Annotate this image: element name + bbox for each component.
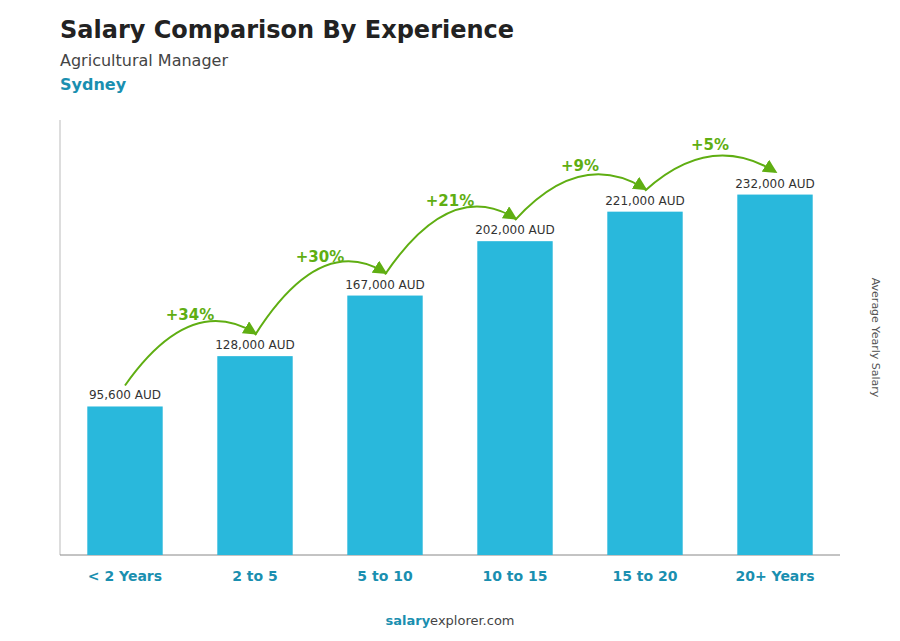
x-tick-label: < 2 Years [88, 568, 162, 584]
change-label: +9% [561, 157, 599, 175]
title: Salary Comparison By Experience [60, 16, 514, 44]
bar [87, 406, 162, 555]
bar [477, 241, 552, 555]
data-label: 167,000 AUD [345, 278, 425, 292]
x-tick-label: 20+ Years [735, 568, 814, 584]
change-label: +34% [166, 306, 214, 324]
bars [87, 195, 812, 555]
footer-part: explorer.com [430, 613, 514, 628]
data-label: 221,000 AUD [605, 194, 685, 208]
change-label: +21% [426, 192, 474, 210]
change-arrow [255, 261, 385, 335]
change-label: +30% [296, 248, 344, 266]
x-tick-label: 5 to 10 [357, 568, 413, 584]
data-label: 232,000 AUD [735, 177, 815, 191]
change-arrow [645, 155, 775, 190]
footer-part: salary [385, 613, 430, 628]
change-arrow [125, 321, 255, 385]
bar [347, 296, 422, 555]
subtitle: Sydney [60, 75, 127, 94]
bar [217, 356, 292, 555]
x-tick-label: 15 to 20 [612, 568, 677, 584]
x-tick-label: 10 to 15 [482, 568, 547, 584]
chart-container: Salary Comparison By Experience Agricultu… [0, 0, 900, 641]
y-axis-label: Average Yearly Salary [869, 278, 882, 398]
data-label: 128,000 AUD [215, 338, 295, 352]
y-axis-line [60, 120, 61, 555]
x-axis-line [60, 555, 840, 556]
change-arrow [385, 206, 515, 274]
change-arrow [515, 174, 645, 220]
subtitle: Agricultural Manager [60, 51, 228, 70]
bar [737, 195, 812, 555]
change-label: +5% [691, 136, 729, 154]
x-tick-label: 2 to 5 [232, 568, 278, 584]
footer: salaryexplorer.com [385, 613, 514, 628]
bar [607, 212, 682, 555]
data-label: 202,000 AUD [475, 223, 555, 237]
chart-svg: Salary Comparison By Experience Agricultu… [0, 0, 900, 641]
data-label: 95,600 AUD [89, 388, 161, 402]
